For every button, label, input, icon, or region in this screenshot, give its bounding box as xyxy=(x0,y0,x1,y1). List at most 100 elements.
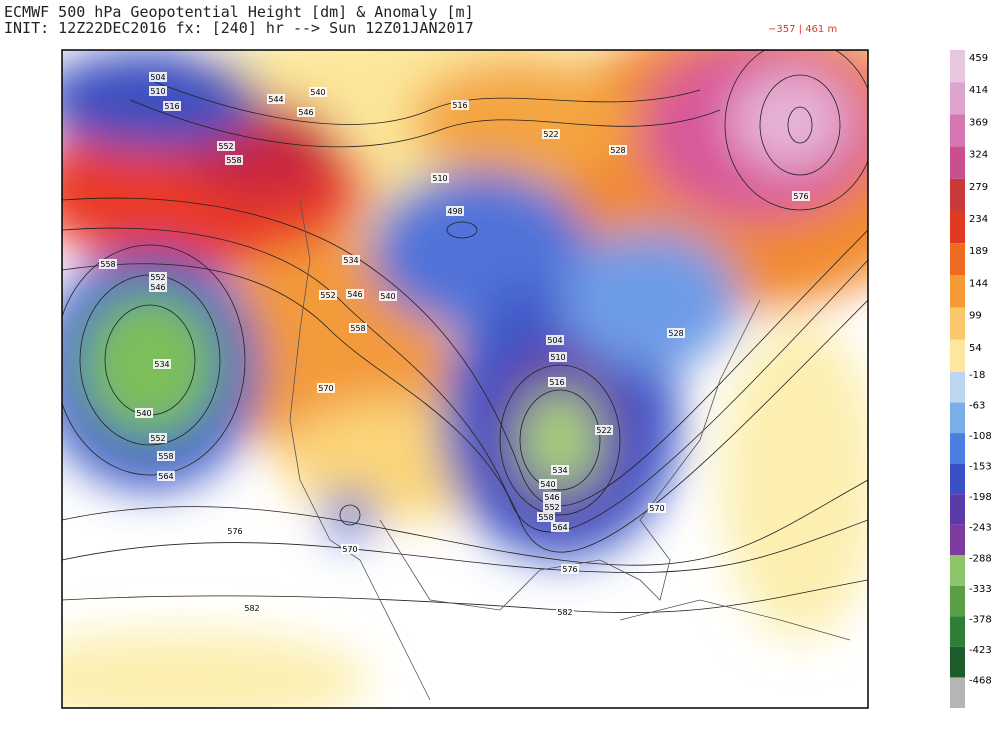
contour-label-bg xyxy=(379,291,397,301)
colorbar-label: -108 xyxy=(969,431,992,442)
contour-label: 516 xyxy=(452,101,467,110)
contour-label: 552 xyxy=(150,273,165,282)
colorbar-label: -243 xyxy=(969,523,992,534)
colorbar-swatch xyxy=(950,494,965,525)
contour-label: 540 xyxy=(540,480,555,489)
contour-label-bg xyxy=(163,101,181,111)
contour-label: 564 xyxy=(158,472,173,481)
contour-label: 516 xyxy=(549,378,564,387)
contour-label: 522 xyxy=(543,130,558,139)
contour-label-bg xyxy=(542,129,560,139)
contour-label-bg xyxy=(667,328,685,338)
contour-label-bg xyxy=(341,544,359,554)
contour-label-bg xyxy=(537,512,555,522)
contour-label: 516 xyxy=(164,102,179,111)
contour-label-bg xyxy=(549,352,567,362)
contour-label-bg xyxy=(346,289,364,299)
contour-label: 558 xyxy=(226,156,241,165)
coastlines xyxy=(289,199,851,701)
colorbar-swatch xyxy=(950,646,965,678)
colorbar-swatch xyxy=(950,146,965,179)
contour-label-bg xyxy=(546,335,564,345)
colorbar-swatch xyxy=(950,585,965,617)
contour-label-bg xyxy=(225,155,243,165)
colorbar-swatch xyxy=(950,50,965,83)
contour-label-bg xyxy=(595,425,613,435)
contour-label-bg xyxy=(309,87,327,97)
contour-label: 498 xyxy=(447,207,462,216)
contour-label-bg xyxy=(342,255,360,265)
contour-label-bg xyxy=(446,206,464,216)
contour-label: 558 xyxy=(350,324,365,333)
title: ECMWF 500 hPa Geopotential Height [dm] &… xyxy=(4,3,474,21)
colorbar-label: -378 xyxy=(969,614,992,625)
contour-label: 522 xyxy=(596,426,611,435)
contour-label-bg xyxy=(543,492,561,502)
contour-label: 540 xyxy=(380,292,395,301)
contour-label: 546 xyxy=(150,283,165,292)
colorbar-swatch xyxy=(950,555,965,586)
contour-labels: 5045105165445405465525585165225285765345… xyxy=(99,72,810,617)
colorbar-swatch xyxy=(950,433,965,464)
contour-label-bg xyxy=(551,522,569,532)
contour-label: 552 xyxy=(320,291,335,300)
colorbar-label: -333 xyxy=(969,584,992,595)
map-frame xyxy=(61,49,869,709)
contour-label-bg xyxy=(556,607,574,617)
colorbar-label: -153 xyxy=(969,462,992,473)
contour-label-bg xyxy=(157,471,175,481)
colorbar-swatch xyxy=(950,372,965,403)
contour-label-bg xyxy=(539,479,557,489)
contour-label: 540 xyxy=(136,409,151,418)
colorbar-swatch xyxy=(950,616,965,647)
contour-label-bg xyxy=(551,465,569,475)
contour-label-bg xyxy=(543,502,561,512)
contour-label: 504 xyxy=(150,73,165,82)
contour-label: 582 xyxy=(557,608,572,617)
contour-label-bg xyxy=(217,141,235,151)
colorbar-label: 54 xyxy=(969,343,982,354)
anomaly-field xyxy=(62,50,868,708)
height-contours xyxy=(62,50,868,614)
colorbar-label: -18 xyxy=(969,370,985,381)
contour-label: 534 xyxy=(552,466,567,475)
contour-label: 576 xyxy=(227,527,242,536)
contour-label: 504 xyxy=(547,336,562,345)
contour-label-bg xyxy=(609,145,627,155)
contour-label: 540 xyxy=(310,88,325,97)
contour-label: 570 xyxy=(649,504,664,513)
contour-label: 558 xyxy=(538,513,553,522)
colorbar-label: 189 xyxy=(969,246,988,257)
colorbar-swatch xyxy=(950,524,965,556)
contour-label: 546 xyxy=(544,493,559,502)
colorbar-swatch xyxy=(950,178,965,211)
contour-label: 582 xyxy=(244,604,259,613)
contour-label-bg xyxy=(297,107,315,117)
colorbar-swatch xyxy=(950,211,965,244)
contour-label: 570 xyxy=(342,545,357,554)
contour-label: 528 xyxy=(668,329,683,338)
colorbar-label: 234 xyxy=(969,214,988,225)
colorbar-label: -63 xyxy=(969,401,985,412)
colorbar-swatch xyxy=(950,677,965,708)
contour-label: 534 xyxy=(154,360,169,369)
colorbar-swatch xyxy=(950,243,965,276)
contour-label-bg xyxy=(792,191,810,201)
contour-label: 558 xyxy=(100,260,115,269)
contour-label: 570 xyxy=(318,384,333,393)
colorbar-label: -198 xyxy=(969,492,992,503)
colorbar-swatch xyxy=(950,307,965,340)
contour-label-bg xyxy=(153,359,171,369)
contour-label: 552 xyxy=(150,434,165,443)
contour-label-bg xyxy=(149,86,167,96)
contour-label-bg xyxy=(226,526,244,536)
contour-label: 510 xyxy=(550,353,565,362)
contour-label-bg xyxy=(451,100,469,110)
contour-label: 544 xyxy=(268,95,283,104)
contour-label: 510 xyxy=(150,87,165,96)
contour-label-bg xyxy=(149,72,167,82)
colorbar-swatch xyxy=(950,275,965,308)
contour-label: 552 xyxy=(218,142,233,151)
